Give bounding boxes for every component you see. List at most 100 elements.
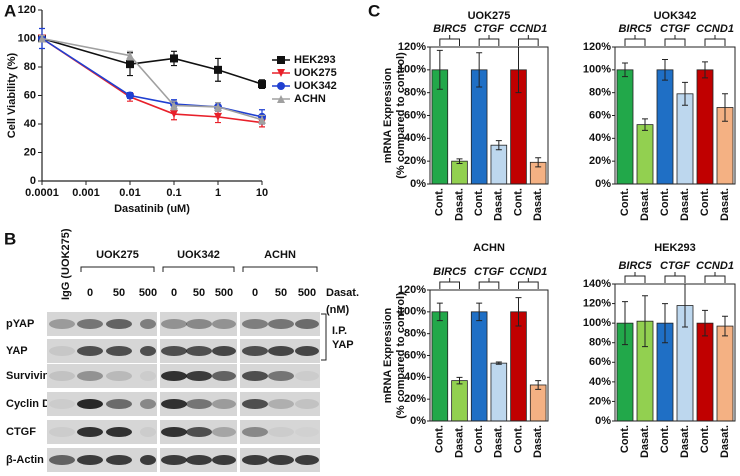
band <box>49 346 75 356</box>
x-tick-label: Dasat. <box>639 425 651 458</box>
group-bracket <box>704 272 726 283</box>
y-tick-label: 0% <box>410 415 426 427</box>
bar <box>696 69 714 185</box>
error-bar <box>622 62 628 78</box>
point <box>170 54 178 63</box>
y-tick-label: 100 <box>18 32 36 44</box>
band <box>242 427 268 437</box>
x-tick-label: Dasat. <box>532 188 544 221</box>
x-tick-label: Dasat. <box>679 188 691 221</box>
y-tick-label: 80% <box>404 87 426 99</box>
row-label: Survivin <box>6 370 50 382</box>
error-bar <box>702 61 708 79</box>
group-label: CTGF <box>660 260 690 272</box>
bar <box>451 380 468 422</box>
group-bracket <box>439 35 460 46</box>
y-tick-label: 20% <box>589 395 611 407</box>
plot-frame <box>429 289 549 422</box>
y-tick-label: 100% <box>398 64 426 76</box>
error-bar <box>722 93 728 122</box>
band <box>77 427 103 437</box>
band <box>212 371 236 381</box>
x-tick-label: Cont. <box>434 425 446 453</box>
blot-strip <box>160 312 237 336</box>
blot-strip <box>47 364 157 388</box>
bar <box>636 124 654 185</box>
band <box>49 455 75 465</box>
group-label: CCND1 <box>509 266 547 278</box>
y-tick-label: 80% <box>589 337 611 349</box>
group-bracket <box>439 278 460 289</box>
legend-label: UOK275 <box>294 67 337 79</box>
cell-line-label: ACHN <box>264 249 296 261</box>
group-bracket <box>518 35 539 46</box>
x-tick-label: Cont. <box>512 425 524 453</box>
cell-line-label: UOK275 <box>96 249 139 261</box>
error-bar <box>662 303 668 344</box>
bar <box>616 69 634 185</box>
bar <box>470 311 488 422</box>
band <box>212 399 236 409</box>
error-bar <box>476 52 483 88</box>
x-tick-label: 0.0001 <box>25 187 59 199</box>
error-bar <box>476 302 483 322</box>
dose-label: 50 <box>275 287 287 299</box>
band <box>77 346 103 356</box>
panel-label: A <box>4 1 16 20</box>
band <box>49 399 75 409</box>
x-tick-label: Cont. <box>473 425 485 453</box>
group-bracket <box>518 278 539 289</box>
group-label: CCND1 <box>696 260 734 272</box>
dose-label: 0 <box>87 287 93 299</box>
cell-line-label: UOK342 <box>177 249 220 261</box>
y-tick-label: 120% <box>398 284 426 296</box>
error-bar <box>642 118 648 131</box>
error-bar <box>662 59 668 81</box>
y-tick-label: 40% <box>589 132 611 144</box>
band <box>268 319 294 329</box>
band <box>140 346 156 356</box>
error-bar <box>456 158 463 164</box>
point <box>258 80 266 89</box>
blot-strip <box>240 420 320 444</box>
group-label: CTGF <box>660 23 690 35</box>
y-tick-label: 40% <box>404 371 426 383</box>
group-bracket <box>704 35 726 46</box>
band <box>212 455 236 465</box>
bar <box>510 311 527 422</box>
band <box>106 427 132 437</box>
band <box>295 371 319 381</box>
group-bracket <box>664 35 686 46</box>
x-tick-label: Cont. <box>512 188 524 216</box>
x-tick-label: Cont. <box>659 425 671 453</box>
row-label: YAP <box>6 345 28 357</box>
error-bar <box>722 315 728 337</box>
error-bar <box>456 376 463 385</box>
error-bar <box>642 295 648 348</box>
error-bar <box>622 301 628 346</box>
y-tick-label: 60 <box>24 89 36 101</box>
band <box>106 346 132 356</box>
band <box>140 319 156 329</box>
y-tick-label: 40% <box>404 132 426 144</box>
x-tick-label: Dasat. <box>453 425 465 458</box>
y-axis-title: mRNA Expression <box>382 307 394 403</box>
group-bracket <box>80 266 155 272</box>
dose-unit: (nM) <box>326 304 350 316</box>
bar <box>656 69 674 185</box>
legend-marker <box>277 56 285 64</box>
band <box>268 346 294 356</box>
y-tick-label: 40 <box>24 118 36 130</box>
x-tick-label: 10 <box>256 187 268 199</box>
band <box>77 371 103 381</box>
y-tick-label: 60% <box>404 109 426 121</box>
band <box>186 371 212 381</box>
error-bar <box>436 302 443 322</box>
bar <box>529 384 547 422</box>
y-tick-label: 0% <box>595 415 611 427</box>
chart-title: HEK293 <box>654 242 696 254</box>
legend-marker <box>277 95 285 103</box>
band <box>295 455 319 465</box>
y-tick-label: 0% <box>410 178 426 190</box>
band <box>212 427 236 437</box>
